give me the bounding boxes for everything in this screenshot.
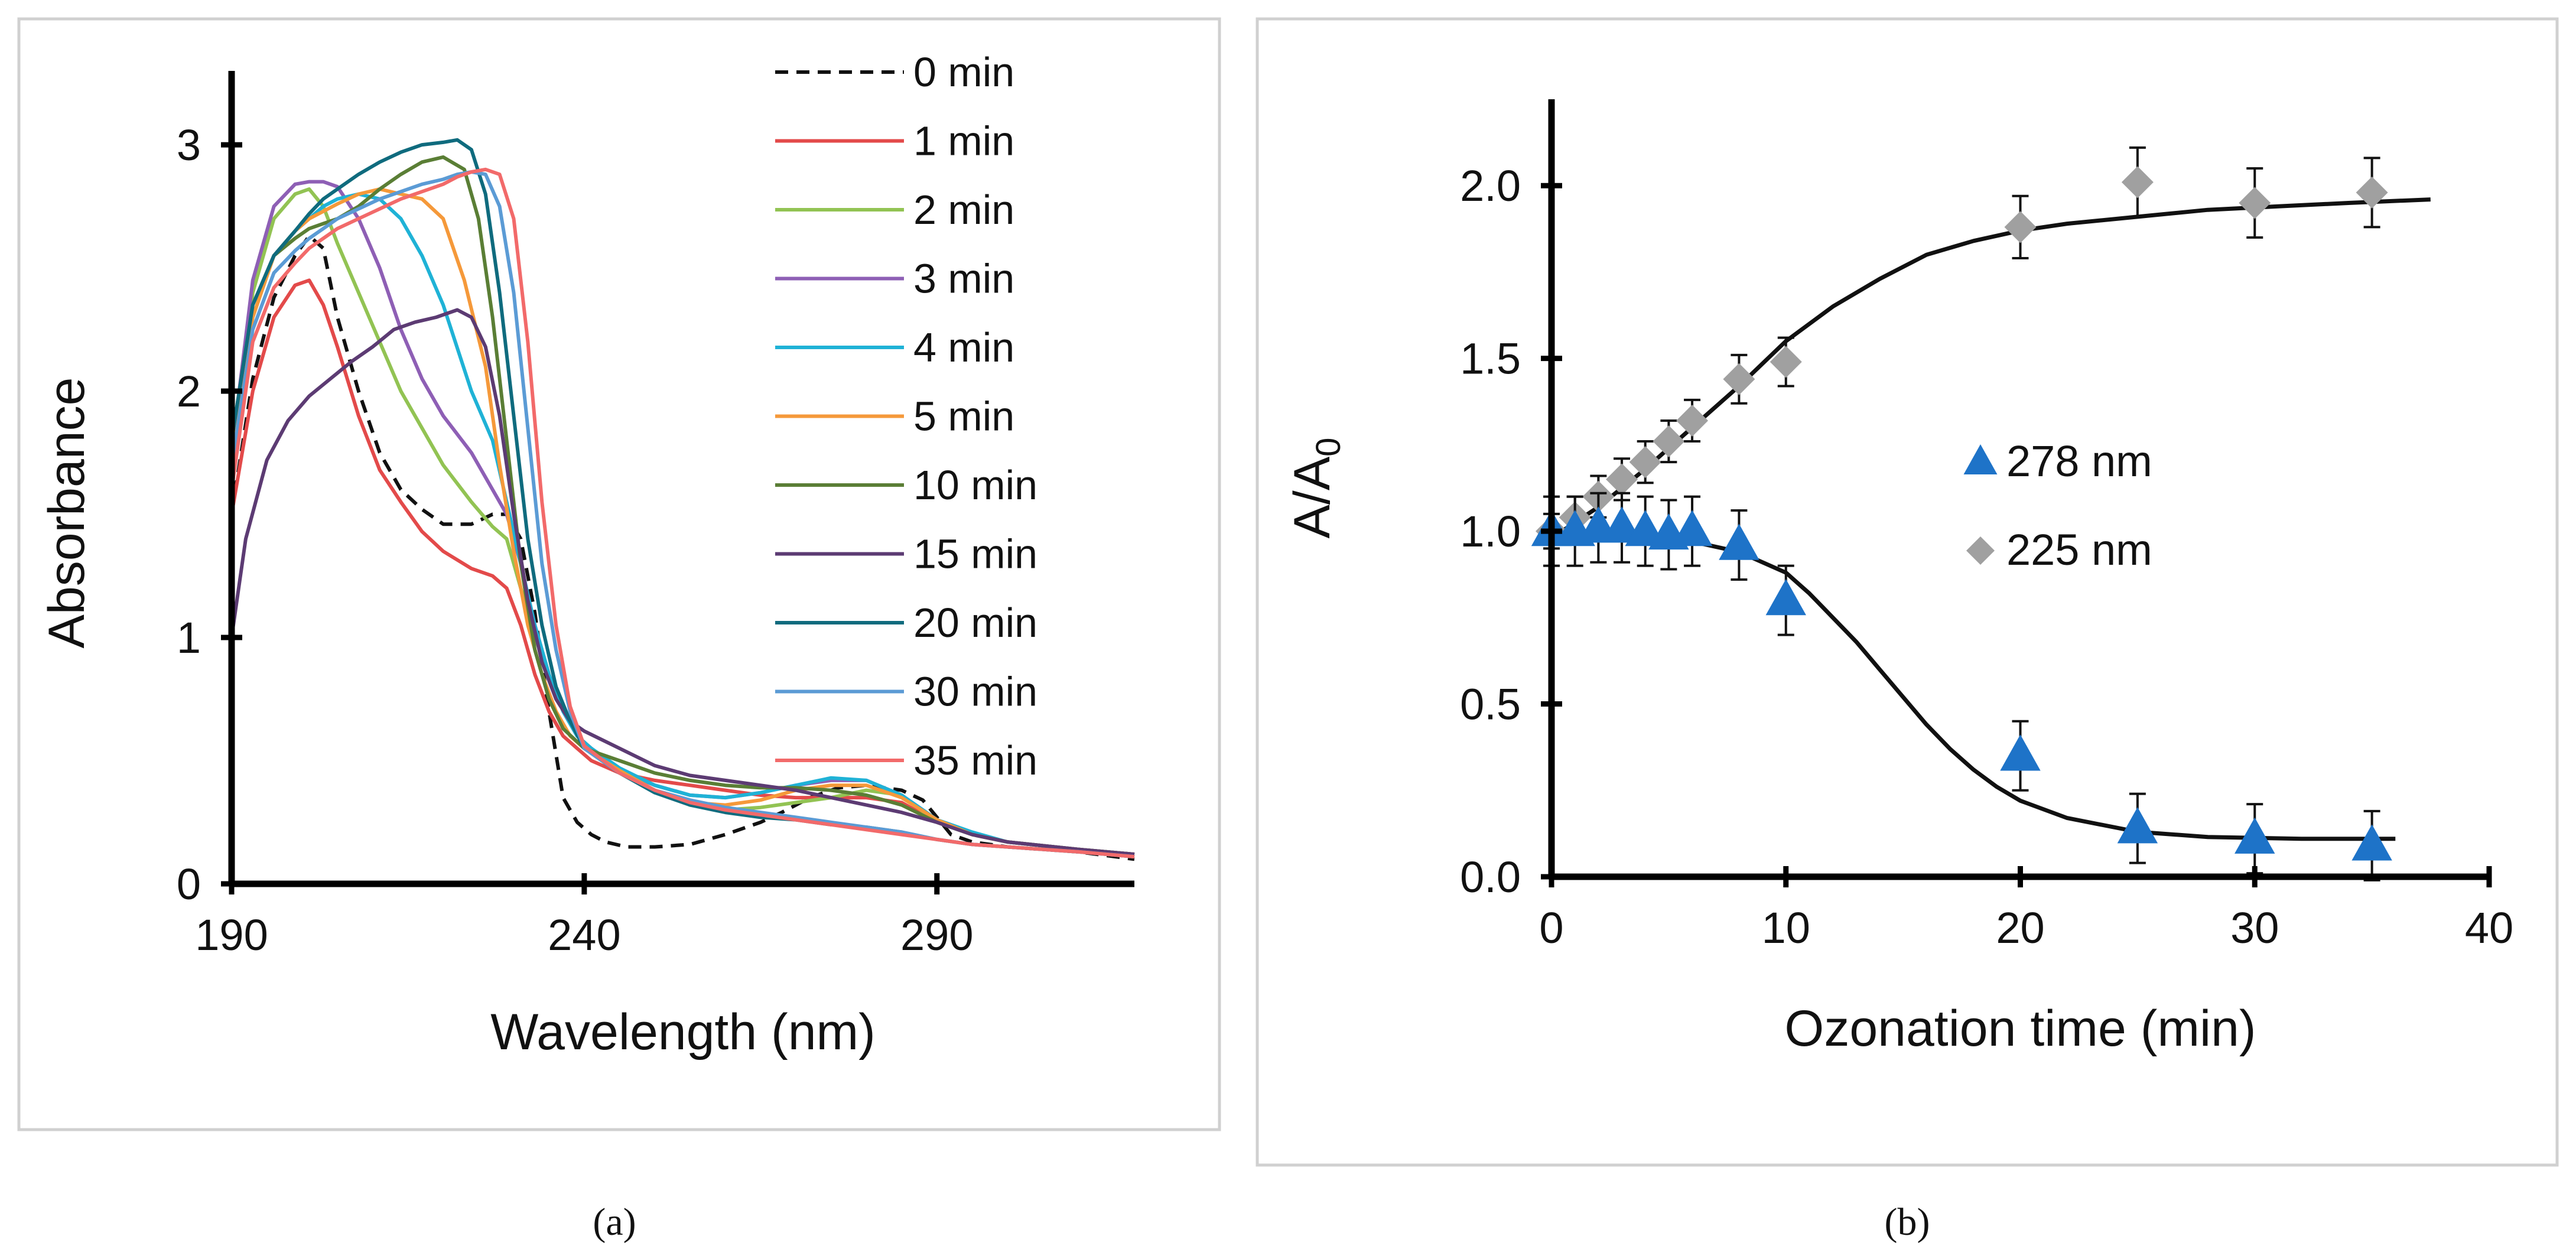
- panel-b-caption: (b): [1885, 1201, 1930, 1244]
- y-tick-label: 0.0: [1460, 853, 1521, 902]
- x-tick-label: 240: [548, 910, 620, 959]
- y-tick-label: 1: [177, 613, 201, 662]
- x-tick-label: 0: [1539, 903, 1563, 952]
- x-tick-label: 10: [1762, 903, 1810, 952]
- x-tick-label: 20: [1996, 903, 2044, 952]
- x-axis-title: Ozonation time (min): [1784, 1000, 2256, 1057]
- spectrum-line-0: [230, 234, 1135, 861]
- x-tick-label: 40: [2465, 903, 2513, 952]
- data-point-225nm: [1629, 446, 1661, 479]
- spectrum-line-9: [230, 170, 1135, 859]
- x-tick-label: 290: [900, 910, 973, 959]
- y-axis-title: Absorbance: [38, 378, 95, 649]
- legend-label: 1 min: [913, 118, 1014, 164]
- legend-label: 15 min: [913, 531, 1037, 577]
- data-point-225nm: [2356, 176, 2388, 209]
- panel-a-frame: [17, 17, 1221, 1131]
- y-tick-label: 2: [177, 367, 201, 416]
- data-point-278nm: [2117, 807, 2158, 844]
- data-point-278nm: [1719, 523, 1759, 560]
- data-point-225nm: [2004, 211, 2037, 243]
- data-point-225nm: [1606, 463, 1638, 496]
- data-point-278nm: [1765, 579, 1806, 616]
- data-point-225nm: [1653, 425, 1685, 458]
- data-point-225nm: [1676, 404, 1709, 437]
- panel-b-frame: [1256, 17, 2559, 1167]
- y-tick-label: 3: [177, 121, 201, 170]
- x-tick-label: 30: [2230, 903, 2279, 952]
- legend-label: 4 min: [913, 324, 1014, 370]
- x-axis-title: Wavelength (nm): [490, 1004, 876, 1060]
- data-point-225nm: [1723, 363, 1755, 395]
- y-tick-label: 2.0: [1460, 161, 1521, 210]
- legend-label: 5 min: [913, 393, 1014, 440]
- panel-a-caption: (a): [593, 1201, 636, 1244]
- legend-label: 225 nm: [2006, 525, 2152, 574]
- y-tick-label: 1.0: [1460, 507, 1521, 556]
- legend-label: 30 min: [913, 669, 1037, 715]
- legend-label: 0 min: [913, 49, 1014, 95]
- legend-label: 35 min: [913, 737, 1037, 783]
- panel-a-chart: 0 1 2 3 190 240 290 Wavelength (nm) Absorbance 0 …: [38, 49, 1135, 1060]
- data-point-278nm: [2235, 817, 2275, 854]
- legend-label: 278 nm: [2006, 437, 2152, 486]
- legend-label: 3 min: [913, 256, 1014, 302]
- data-point-278nm: [1625, 510, 1666, 546]
- data-point-278nm: [1671, 510, 1713, 546]
- y-tick-label: 0.5: [1460, 680, 1521, 729]
- data-point-225nm: [2121, 166, 2154, 199]
- y-axis-title-main: A/A: [1284, 456, 1341, 538]
- data-point-278nm: [2000, 734, 2041, 771]
- y-tick-label: 1.5: [1460, 334, 1521, 383]
- data-point-278nm: [1601, 506, 1642, 543]
- x-tick-label: 190: [195, 910, 268, 959]
- panel-b-chart: 0.0 0.5 1.0 1.5 2.0 0 10 20 30 40 Ozonation time (…: [1284, 99, 2513, 1057]
- y-axis-title: A/A0: [1284, 438, 1348, 539]
- legend-label: 10 min: [913, 462, 1037, 508]
- data-point-225nm: [2239, 187, 2271, 219]
- data-point-225nm: [1770, 346, 1802, 378]
- data-point-278nm: [2351, 824, 2392, 861]
- spectrum-line-4: [230, 192, 1135, 856]
- spectrum-line-10: [230, 167, 1135, 859]
- spectrum-line-7: [230, 308, 1135, 856]
- legend-label: 2 min: [913, 187, 1014, 233]
- legend-label: 20 min: [913, 600, 1037, 646]
- legend-marker-278nm: [1963, 444, 1998, 474]
- y-tick-label: 0: [177, 860, 201, 909]
- legend-marker-225nm: [1966, 536, 1995, 565]
- y-axis-title-subscript: 0: [1309, 438, 1348, 457]
